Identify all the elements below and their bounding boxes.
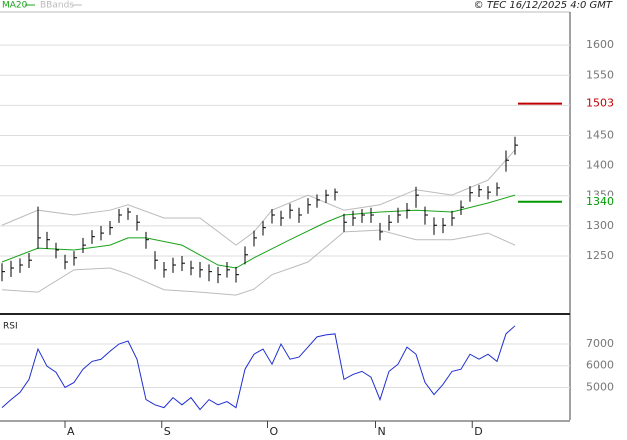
legend-entry: MA20 (2, 1, 28, 11)
x-tick-label: N (378, 425, 386, 438)
legend-entry: BBands (40, 1, 74, 11)
y-tick-label: 6000 (586, 359, 614, 372)
x-tick-label: A (67, 425, 75, 438)
panel-title: RSI (3, 322, 18, 332)
y-tick-label: 1250 (586, 249, 614, 262)
level-label-bg (575, 97, 615, 110)
x-tick-label: S (164, 425, 171, 438)
source: © TEC 16/12/2025 4:0 GMT (474, 0, 613, 11)
level-label: 1503 (586, 97, 614, 110)
level-label-bg (575, 195, 615, 208)
y-tick-label: 1400 (586, 159, 614, 172)
y-tick-label: 7000 (586, 337, 614, 350)
y-tick-label: 5000 (586, 380, 614, 393)
y-tick-label: 1550 (586, 68, 614, 81)
y-tick-label: 1600 (586, 38, 614, 51)
line (1, 229, 516, 296)
x-tick-label: D (474, 425, 482, 438)
line (1, 325, 516, 411)
x-tick-label: O (270, 425, 279, 438)
y-tick-label: 1450 (586, 128, 614, 141)
level-label: 1340 (586, 195, 614, 208)
y-tick-label: 1300 (586, 219, 614, 232)
